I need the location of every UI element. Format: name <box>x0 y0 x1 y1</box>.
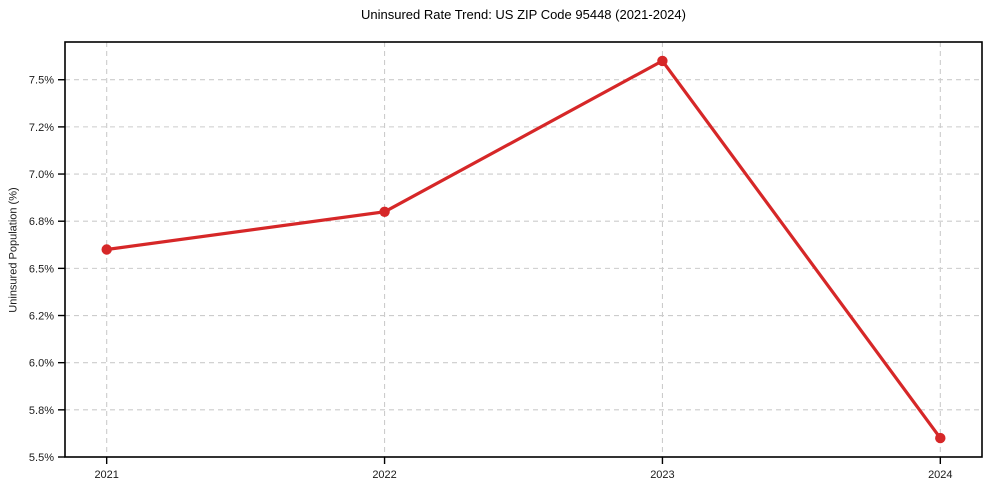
y-tick-label: 7.0% <box>29 169 54 181</box>
y-tick-label: 7.5% <box>29 75 54 87</box>
plot-frame <box>64 41 983 458</box>
trend-line <box>105 59 942 440</box>
data-point-2021 <box>101 244 112 255</box>
y-tick-label: 6.2% <box>29 311 54 323</box>
y-tick-label: 5.5% <box>29 452 54 464</box>
y-tick-label: 6.5% <box>29 263 54 275</box>
chart-title: Uninsured Rate Trend: US ZIP Code 95448 … <box>361 7 686 22</box>
data-point-2023 <box>657 55 668 67</box>
x-tick-label: 2024 <box>928 469 952 481</box>
y-tick-label: 6.8% <box>29 216 54 228</box>
y-tick-label: 7.2% <box>29 122 54 134</box>
data-point-2024 <box>935 432 946 444</box>
x-tick-label: 2023 <box>650 469 674 481</box>
y-tick-label: 5.8% <box>29 405 54 417</box>
x-tick-label: 2021 <box>94 469 118 481</box>
y-tick-label: 6.0% <box>29 358 54 370</box>
data-point-2022 <box>379 206 390 217</box>
x-tick-label: 2022 <box>372 469 396 481</box>
